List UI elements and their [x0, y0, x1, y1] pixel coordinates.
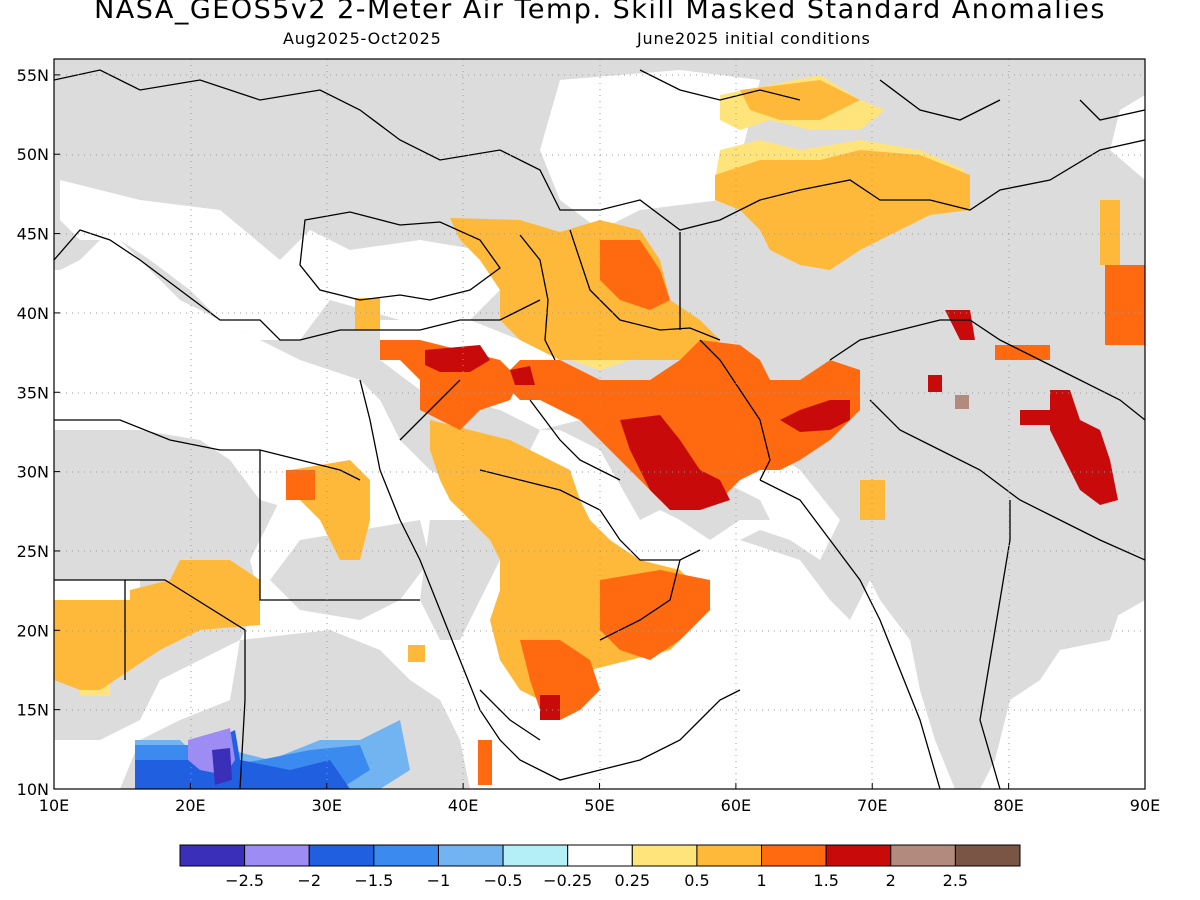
boundaries: [54, 69, 1145, 789]
legend-swatch: [954, 844, 1021, 867]
legend-label: −2: [297, 871, 321, 890]
lat-tick-label: 20N: [17, 621, 49, 640]
lat-tick-label: 35N: [17, 383, 49, 402]
lon-tick-label: 50E: [584, 796, 614, 815]
lon-tick-label: 90E: [1130, 796, 1160, 815]
lon-tick-label: 60E: [721, 796, 751, 815]
legend-label: 2: [886, 871, 896, 890]
legend-swatch: [696, 844, 763, 867]
legend-swatch: [890, 844, 956, 867]
lon-tick-label: 10E: [39, 796, 69, 815]
legend-label: −2.5: [225, 871, 264, 890]
lat-tick-label: 45N: [17, 225, 49, 244]
legend-swatch: [502, 844, 569, 867]
init-conditions: June2025 initial conditions: [637, 29, 871, 48]
legend-label: 1: [756, 871, 766, 890]
legend-label: −0.25: [543, 871, 592, 890]
map-panel: [54, 59, 1145, 789]
lon-tick-label: 20E: [175, 796, 205, 815]
anomaly-1.5-2: [425, 310, 1118, 720]
anomaly-negative: [135, 720, 410, 789]
legend-label: −1.5: [354, 871, 393, 890]
legend-swatch: [567, 844, 633, 867]
lon-tick-label: 30E: [312, 796, 342, 815]
map-title: NASA_GEOS5v2 2-Meter Air Temp. Skill Mas…: [94, 0, 1106, 25]
legend-label: 2.5: [943, 871, 968, 890]
legend-label: 0.5: [684, 871, 709, 890]
legend-swatch: [373, 844, 439, 867]
lon-tick-label: 80E: [993, 796, 1023, 815]
lat-tick-label: 10N: [17, 780, 49, 799]
lon-axis: 10E 20E 30E 40E 50E 60E 70E 80E 90E: [39, 783, 1160, 815]
legend-swatch: [825, 844, 892, 867]
legend-label: 0.25: [614, 871, 650, 890]
legend-label: 1.5: [813, 871, 838, 890]
lat-tick-label: 55N: [17, 66, 49, 85]
lat-tick-label: 50N: [17, 145, 49, 164]
legend-swatch: [761, 844, 827, 867]
lon-tick-label: 40E: [448, 796, 478, 815]
color-legend: −2.5 −2 −1.5 −1 −0.5 −0.25 0.25 0.5 1 1.5 2 2.5: [179, 844, 1021, 890]
lat-tick-label: 30N: [17, 463, 49, 482]
legend-swatch: [179, 844, 246, 867]
legend-label: −1: [427, 871, 451, 890]
valid-period: Aug2025-Oct2025: [283, 29, 442, 48]
legend-swatch: [308, 844, 375, 867]
legend-label: −0.5: [484, 871, 523, 890]
lat-tick-label: 25N: [17, 542, 49, 561]
lat-tick-label: 40N: [17, 304, 49, 323]
lat-axis: 10N 15N 20N 25N 30N 35N 40N 45N 50N 55N: [17, 66, 60, 799]
legend-swatch: [437, 844, 504, 867]
lat-tick-label: 15N: [17, 701, 49, 720]
legend-swatch: [631, 844, 698, 867]
legend-swatch: [244, 844, 310, 867]
lon-tick-label: 70E: [857, 796, 887, 815]
